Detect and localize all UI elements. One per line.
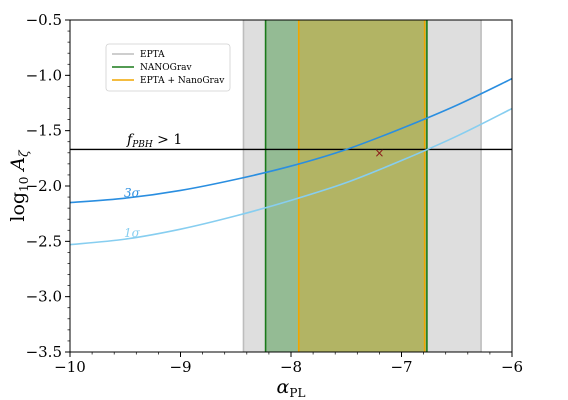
series-line-3sigma [70,77,512,204]
y-tick-label: −1.0 [26,66,62,84]
x-tick-label: −10 [54,358,86,376]
x-tick-label: −8 [280,358,302,376]
threshold-label: fPBH > 1 [126,132,182,150]
x-tick-label: −7 [390,358,412,376]
band-epta [243,20,482,352]
legend-box [105,43,231,92]
y-tick-label: −1.5 [26,122,62,140]
legend-label-combined: EPTA + NanoGrav [140,76,225,86]
y-tick-label: −2.0 [26,177,62,195]
legend-label-nanograv: NANOGrav [140,63,192,73]
legend: EPTA NANOGrav EPTA + NanoGrav [105,43,231,92]
y-tick-label: −3.0 [26,288,62,306]
best-fit-marker: × [374,146,384,160]
legend-label-epta: EPTA [140,50,165,60]
series-line-1sigma [70,107,512,246]
y-tick-label: −3.5 [26,343,62,361]
y-axis-title: log10 Aζ [7,149,31,222]
y-tick-label: −0.5 [26,11,62,29]
x-axis-title: αPL [277,376,306,400]
band-epta-nanograv [298,20,425,352]
series-label-1sigma: 1σ [124,226,141,240]
series-label-3sigma: 3σ [124,186,141,200]
y-tick-label: −2.5 [26,232,62,250]
x-tick-label: −9 [169,358,191,376]
x-tick-label: −6 [501,358,523,376]
band-nanograv [265,20,427,352]
